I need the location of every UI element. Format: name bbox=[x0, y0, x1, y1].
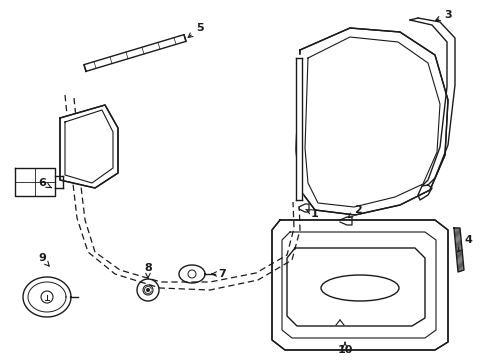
Polygon shape bbox=[417, 185, 431, 200]
Text: 7: 7 bbox=[211, 269, 225, 279]
Polygon shape bbox=[84, 35, 185, 71]
Text: 5: 5 bbox=[188, 23, 203, 37]
Polygon shape bbox=[271, 220, 447, 350]
Text: 3: 3 bbox=[435, 10, 451, 21]
Text: 6: 6 bbox=[38, 178, 51, 188]
Circle shape bbox=[146, 288, 150, 292]
Text: 2: 2 bbox=[347, 205, 361, 217]
Polygon shape bbox=[295, 28, 447, 215]
Text: 8: 8 bbox=[144, 263, 152, 279]
Text: 9: 9 bbox=[38, 253, 49, 266]
Text: 1: 1 bbox=[305, 209, 318, 219]
Polygon shape bbox=[295, 55, 302, 205]
Text: 4: 4 bbox=[457, 235, 471, 252]
Polygon shape bbox=[60, 105, 118, 188]
Text: 10: 10 bbox=[337, 342, 352, 355]
Polygon shape bbox=[453, 228, 463, 272]
Polygon shape bbox=[15, 168, 55, 196]
